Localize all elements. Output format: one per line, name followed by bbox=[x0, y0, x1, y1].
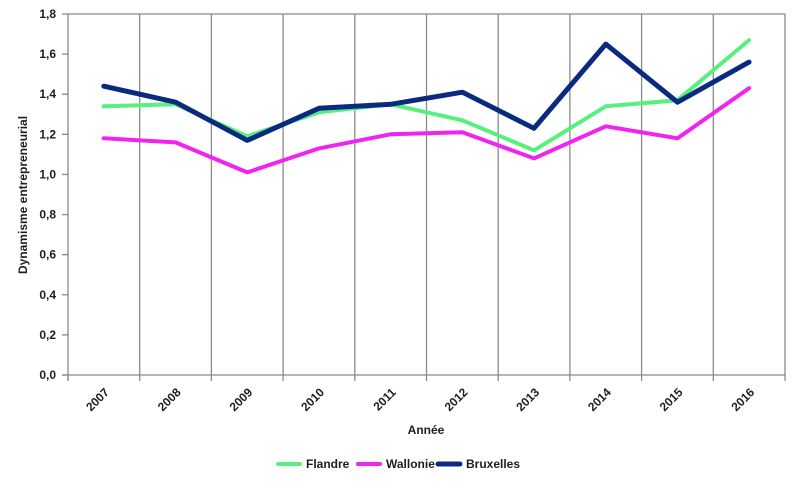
x-tick-label: 2014 bbox=[585, 385, 614, 414]
y-tick-label: 0,0 bbox=[39, 368, 56, 382]
x-tick-label: 2010 bbox=[298, 385, 327, 414]
grid-lines bbox=[68, 13, 786, 375]
legend-label: Bruxelles bbox=[466, 457, 520, 471]
y-tick-label: 0,2 bbox=[39, 328, 56, 342]
y-tick-label: 0,8 bbox=[39, 208, 56, 222]
y-tick-labels: 0,0 0,2 0,4 0,6 0,8 1,0 1,2 1,4 1,6 1,8 bbox=[39, 7, 56, 382]
y-tick-label: 1,0 bbox=[39, 167, 56, 181]
x-tick-label: 2008 bbox=[155, 385, 184, 414]
y-tick-label: 1,6 bbox=[39, 47, 56, 61]
legend: Flandre Wallonie Bruxelles bbox=[276, 457, 520, 471]
series-line-bruxelles bbox=[101, 41, 752, 143]
axes bbox=[62, 13, 786, 381]
legend-label: Wallonie bbox=[386, 457, 435, 471]
x-tick-label: 2013 bbox=[513, 385, 542, 414]
y-tick-label: 0,6 bbox=[39, 248, 56, 262]
series-lines bbox=[101, 38, 752, 175]
legend-label: Flandre bbox=[306, 457, 350, 471]
x-tick-label: 2011 bbox=[370, 385, 399, 414]
x-tick-label: 2007 bbox=[83, 385, 112, 414]
x-tick-labels: 2007 2008 2009 2010 2011 2012 2013 2014 2015 2016 bbox=[83, 385, 757, 414]
series-line-wallonie bbox=[101, 86, 752, 175]
y-tick-label: 0,4 bbox=[39, 288, 56, 302]
y-axis-title: Dynamisme entrepreneurial bbox=[16, 116, 30, 274]
y-tick-label: 1,8 bbox=[39, 7, 56, 21]
x-tick-label: 2015 bbox=[657, 385, 686, 414]
x-tick-label: 2016 bbox=[728, 385, 757, 414]
y-tick-label: 1,2 bbox=[39, 127, 56, 141]
x-axis-title: Année bbox=[408, 423, 445, 437]
x-tick-label: 2009 bbox=[227, 385, 256, 414]
y-tick-label: 1,4 bbox=[39, 87, 56, 101]
x-tick-label: 2012 bbox=[442, 385, 471, 414]
